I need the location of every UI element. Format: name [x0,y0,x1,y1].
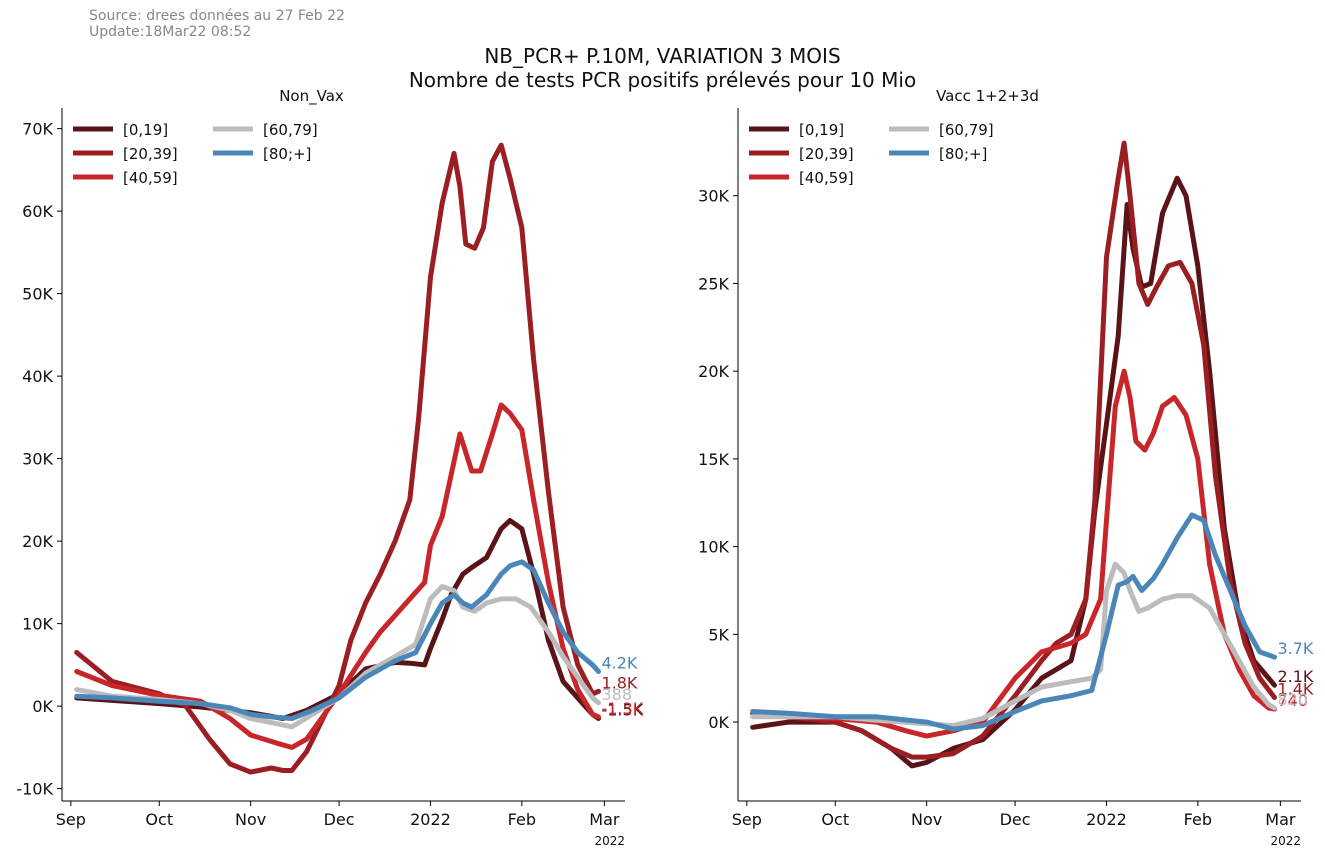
series-end-label-4: 388 [601,685,632,704]
y-tick-label: 0K [708,713,729,732]
y-tick-label: 15K [698,450,729,469]
series-end-label-5: 3.7K [1277,639,1313,658]
x-tick-label: Feb [508,810,536,829]
legend-label: [80;+] [939,145,987,163]
series-line-5 [750,512,1277,732]
series-line-4 [750,561,1277,729]
subplot-title: Vacc 1+2+3d [936,87,1039,105]
x-tick-label: Mar [1265,810,1296,829]
series-line-1 [750,175,1277,769]
x-tick-label: 2022 [410,810,451,829]
series-end-label-3: 740 [1277,691,1308,710]
x-tick-label: Nov [911,810,942,829]
legend-label: [20,39] [799,145,854,163]
y-tick-label: 60K [22,202,53,221]
chart-non-vax: Non_Vax -10K 0K 10K 20K 30K 40K 50K 60K 70K Sep Oct… [16,87,643,848]
figure-title: NB_PCR+ P.10M, VARIATION 3 MOIS Nombre d… [0,44,1325,92]
series-end-label-1: -1.5K [601,701,643,720]
y-tick-label: 5K [708,625,729,644]
title-line-2: Nombre de tests PCR positifs prélevés po… [408,68,917,92]
subplot-title: Non_Vax [279,87,344,106]
y-tick-label: 30K [22,450,53,469]
legend-label: [20,39] [123,145,178,163]
legend-label: [60,79] [263,121,318,139]
y-tick-label: 0K [32,697,53,716]
series-end-label-5: 4.2K [601,653,637,672]
legend-label: [40,59] [799,169,854,187]
series-end-label-2: 1.4K [1277,679,1313,698]
x-tick-label: Oct [145,810,173,829]
chart-vacc: Vacc 1+2+3d 0K 5K 10K 15K 20K 25K 30K Sep Oct Nov D… [698,87,1314,848]
y-tick-label: 20K [698,362,729,381]
y-tick-label: 25K [698,274,729,293]
legend-label: [60,79] [939,121,994,139]
x-tick-label: Feb [1184,810,1212,829]
x-tick-label: Sep [56,810,86,829]
source-note: Source: drees données au 27 Feb 22 Updat… [89,8,345,40]
update-line: Update:18Mar22 08:52 [89,24,252,40]
legend-label: [0,19] [123,121,168,139]
series-line-5 [74,559,601,721]
series-end-label-4: 820 [1277,690,1308,709]
y-tick-label: 10K [22,615,53,634]
title-line-1: NB_PCR+ P.10M, VARIATION 3 MOIS [484,44,841,68]
series-line-4 [74,584,601,730]
y-tick-label: 20K [22,532,53,551]
y-tick-label: 10K [698,538,729,557]
series-line-3 [74,402,601,750]
series-end-label-1: 2.1K [1277,667,1313,686]
series-line-2 [74,142,601,775]
x-offset-label: 2022 [1270,834,1301,848]
x-tick-label: Oct [821,810,849,829]
source-line: Source: drees données au 27 Feb 22 [89,8,345,24]
legend-label: [80;+] [263,145,311,163]
legend-label: [0,19] [799,121,844,139]
series-line-3 [750,368,1277,739]
x-tick-label: Nov [235,810,266,829]
series-end-label-2: 1.8K [601,673,637,692]
x-tick-label: Sep [732,810,762,829]
series-end-label-3: -1.3K [601,699,643,718]
x-offset-label: 2022 [594,834,625,848]
y-tick-label: 40K [22,367,53,386]
x-tick-label: Dec [324,810,355,829]
y-tick-label: 70K [22,120,53,139]
x-tick-label: Mar [589,810,620,829]
legend-label: [40,59] [123,169,178,187]
y-tick-label: 30K [698,187,729,206]
y-tick-label: -10K [16,780,53,799]
x-tick-label: 2022 [1086,810,1127,829]
x-tick-label: Dec [1000,810,1031,829]
y-tick-label: 50K [22,285,53,304]
series-line-2 [750,140,1277,760]
